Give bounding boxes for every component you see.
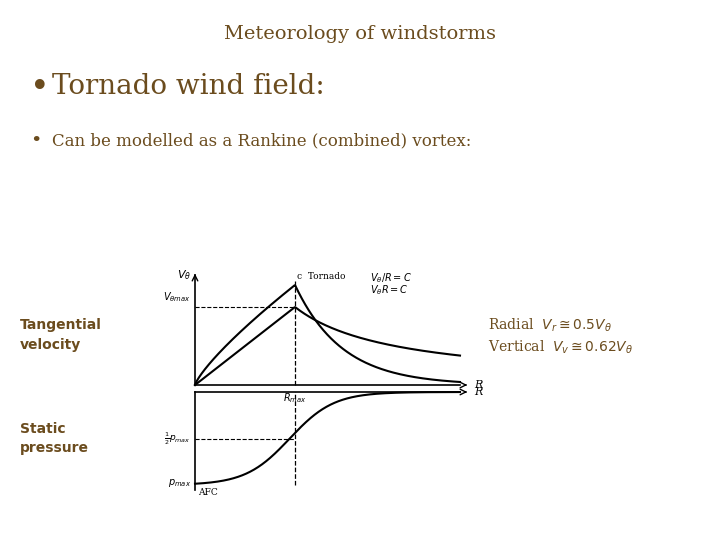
Text: $V_{\theta max}$: $V_{\theta max}$ <box>163 290 191 304</box>
Text: $\frac{1}{2}p_{max}$: $\frac{1}{2}p_{max}$ <box>164 430 191 447</box>
Text: R: R <box>474 380 482 390</box>
Text: $p_{max}$: $p_{max}$ <box>168 477 191 489</box>
Text: Tangential
velocity: Tangential velocity <box>20 318 102 352</box>
Text: Static
pressure: Static pressure <box>20 422 89 455</box>
Text: AFC: AFC <box>198 488 217 497</box>
Text: Meteorology of windstorms: Meteorology of windstorms <box>224 25 496 43</box>
Text: R: R <box>474 387 482 397</box>
Text: Tornado wind field:: Tornado wind field: <box>52 73 325 100</box>
Text: $V_\theta$: $V_\theta$ <box>177 268 191 282</box>
Text: Vertical  $V_v \cong 0.62V_\theta$: Vertical $V_v \cong 0.62V_\theta$ <box>488 338 633 356</box>
Text: Radial  $V_r \cong 0.5V_\theta$: Radial $V_r \cong 0.5V_\theta$ <box>488 316 612 334</box>
Text: $V_\theta / R = C$: $V_\theta / R = C$ <box>370 271 412 285</box>
Text: •: • <box>30 72 50 104</box>
Text: Can be modelled as a Rankine (combined) vortex:: Can be modelled as a Rankine (combined) … <box>52 132 472 149</box>
Text: $V_\theta R = C$: $V_\theta R = C$ <box>370 283 409 297</box>
Text: •: • <box>30 132 41 150</box>
Text: $R_{max}$: $R_{max}$ <box>283 391 307 405</box>
Text: c  Tornado: c Tornado <box>297 272 346 281</box>
